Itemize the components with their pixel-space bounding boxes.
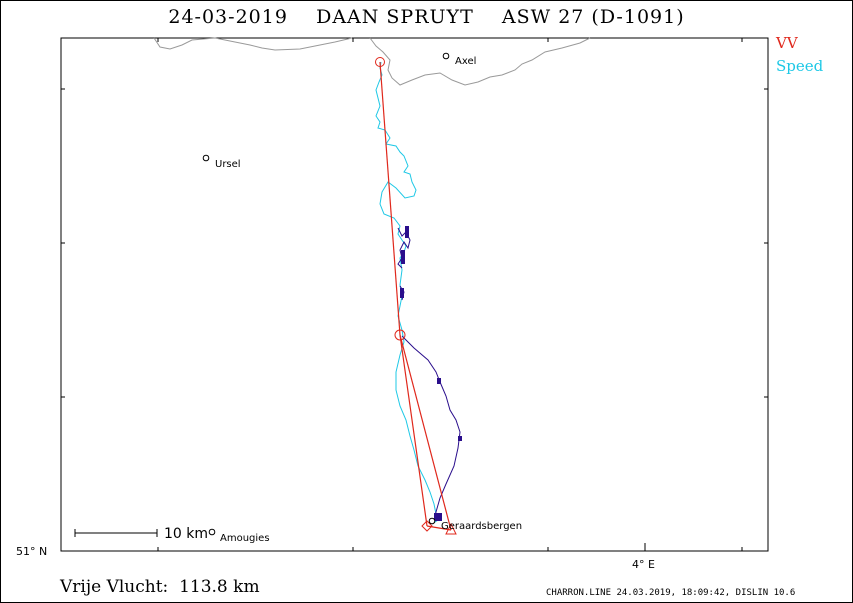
place-ursel: Ursel <box>202 154 241 170</box>
place-amougies: Amougies <box>208 528 270 544</box>
place-label-geraardsbergen: Geraardsbergen <box>441 521 522 532</box>
place-label-amougies: Amougies <box>220 533 270 544</box>
scale-bar-label: 10 km <box>164 526 208 542</box>
free-flight-distance: Vrije Vlucht: 113.8 km <box>60 577 260 597</box>
track-speed <box>375 61 439 525</box>
axis-ticks <box>61 38 768 552</box>
map-frame <box>60 37 769 552</box>
finish-marker <box>445 522 457 535</box>
turnpoint-marker <box>394 329 406 341</box>
page-title: 24-03-2019 DAAN SPRUYT ASW 27 (D-1091) <box>168 6 685 28</box>
place-label-ursel: Ursel <box>215 159 241 170</box>
place-geraardsbergen: Geraardsbergen <box>428 517 522 532</box>
footer-credit: CHARRON.LINE 24.03.2019, 18:09:42, DISLI… <box>546 588 796 598</box>
lon-axis-label: 4° E <box>632 558 655 571</box>
track-climb <box>397 227 461 521</box>
scale-bar <box>74 529 158 537</box>
legend-speed: Speed <box>776 57 824 75</box>
lat-axis-label: 51° N <box>16 545 47 558</box>
landing-marker <box>421 520 433 532</box>
start-marker <box>375 57 385 67</box>
climb-markers <box>400 226 462 521</box>
place-label-axel: Axel <box>455 56 476 67</box>
task-route <box>379 61 452 531</box>
legend-vv: VV <box>776 34 798 52</box>
place-axel: Axel <box>442 52 476 67</box>
coastline <box>153 37 591 86</box>
